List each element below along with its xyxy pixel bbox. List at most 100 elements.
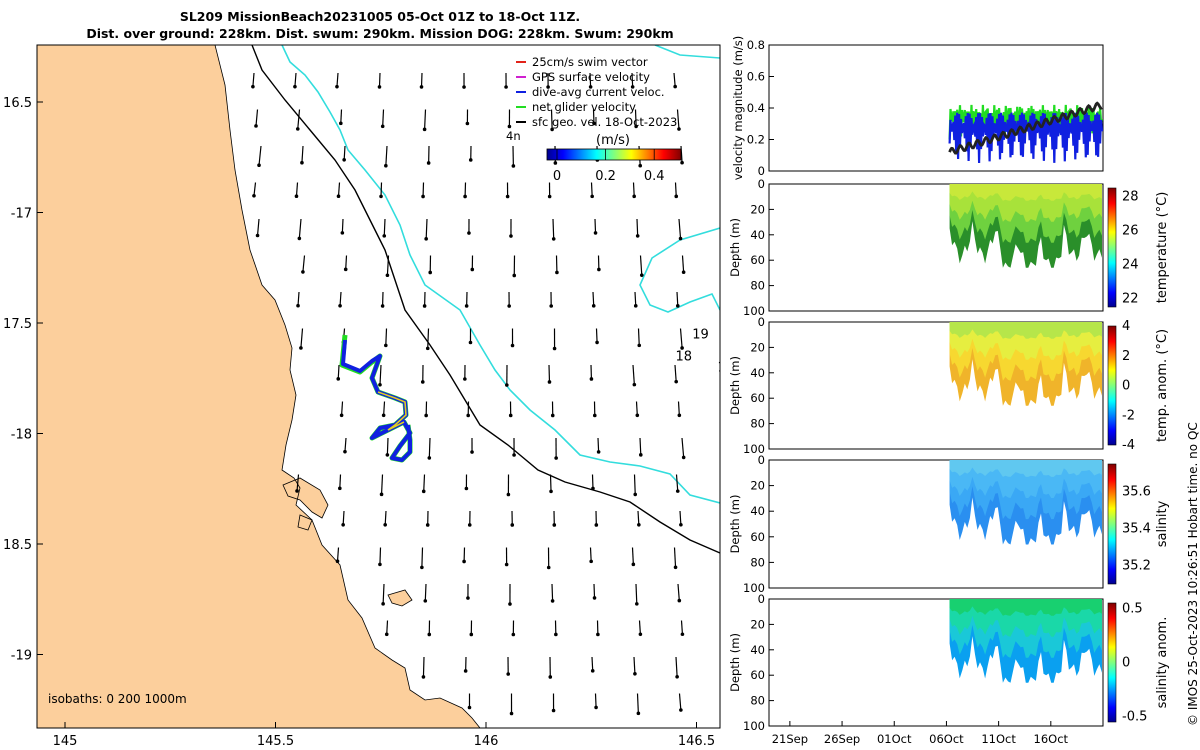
velocity-arrowhead — [510, 523, 515, 527]
velocity-arrowhead — [427, 632, 432, 637]
velocity-arrowhead — [380, 304, 385, 308]
velocity-arrowhead — [673, 84, 677, 89]
colorbar-gradient — [546, 148, 682, 161]
lon-tick-label: 145.5 — [257, 734, 294, 749]
profile-data-layer — [949, 460, 1102, 498]
velocity-arrowhead — [678, 236, 683, 241]
velocity-arrow — [595, 328, 598, 343]
isobath-1000m-offshore — [639, 227, 720, 313]
velocity-arrowhead — [424, 413, 428, 418]
velocity-arrow — [379, 547, 382, 565]
velocity-arrow — [673, 547, 677, 568]
velocity-arrowhead — [546, 565, 551, 570]
velocity-arrowhead — [380, 124, 385, 129]
map-frame — [36, 44, 721, 729]
track-day-label: 18 — [675, 350, 692, 365]
velocity-arrow — [634, 109, 637, 127]
velocity-arrowhead — [550, 127, 554, 132]
velocity-arrow — [428, 437, 431, 458]
velocity-arrowhead — [470, 450, 474, 454]
velocity-arrowhead — [596, 632, 600, 637]
velocity-arrow — [384, 510, 387, 525]
colorbar-tick-label: 24 — [1122, 258, 1139, 273]
velocity-arrowhead — [295, 127, 300, 131]
velocity-arrowhead — [467, 705, 472, 710]
velocity-arrowhead — [343, 267, 348, 272]
velocity-arrowhead — [428, 270, 433, 275]
velocity-arrowhead — [254, 124, 258, 128]
depth-panel-colorbar — [1107, 463, 1117, 585]
legend-item-label: 25cm/s swim vector — [532, 55, 648, 69]
velocity-arrow — [679, 328, 683, 349]
colorbar-quantity-label: salinity — [1155, 500, 1170, 547]
velocity-arrowhead — [299, 346, 303, 350]
velocity-arrowhead — [590, 194, 594, 199]
velocity-arrowhead — [252, 194, 256, 198]
velocity-arrow — [631, 72, 634, 87]
velocity-arrowhead — [511, 164, 516, 168]
track-day-label: 19 — [692, 327, 709, 342]
colorbar-tick-label: -4 — [1122, 438, 1135, 453]
velocity-arrow — [638, 620, 641, 635]
map-colorbar: 0 0.2 0.4 — [546, 148, 682, 184]
land-outline — [214, 45, 481, 728]
island-small-2 — [297, 514, 313, 531]
velocity-arrow — [343, 145, 346, 160]
velocity-arrowhead — [421, 194, 425, 199]
colorbar-tick-label: 0 — [1122, 656, 1130, 671]
colorbar-title: (m/s) — [596, 133, 630, 148]
velocity-arrow — [675, 474, 679, 492]
velocity-arrow — [639, 255, 643, 276]
velocity-arrowhead — [551, 237, 556, 241]
colorbar-tick-label: 0.4 — [644, 169, 665, 184]
velocity-arrowhead — [504, 562, 509, 567]
velocity-arrowhead — [547, 380, 552, 384]
velocity-arrowhead — [379, 492, 384, 497]
velocity-arrow — [422, 656, 425, 677]
velocity-arrowhead — [637, 522, 641, 527]
velocity-arrowhead — [251, 84, 255, 89]
velocity-arrowhead — [423, 599, 428, 603]
velocity-arrowhead — [339, 413, 344, 418]
velocity-arrowhead — [507, 124, 512, 129]
figure-title: SL209 MissionBeach20231005 05-Oct 01Z to… — [0, 8, 760, 42]
velocity-arrowhead — [466, 413, 470, 418]
velocity-arrowhead — [639, 273, 644, 277]
velocity-arrowhead — [508, 413, 513, 418]
velocity-arrowhead — [632, 194, 637, 199]
profile-data-layer — [949, 460, 1102, 477]
velocity-arrow — [297, 109, 301, 129]
velocity-arrowhead — [296, 303, 300, 308]
velocity-arrowhead — [422, 127, 427, 132]
profile-data-layer — [949, 599, 1102, 616]
colorbar-tick-label: 26 — [1122, 224, 1139, 239]
lat-tick-label: -17 — [11, 207, 32, 222]
isobath-1000m — [281, 45, 720, 504]
velocity-arrowhead — [597, 267, 601, 272]
lon-tick-label: 146 — [474, 734, 499, 749]
velocity-arrowhead — [674, 194, 679, 199]
velocity-arrow — [639, 437, 642, 455]
velocity-arrowhead — [680, 160, 684, 165]
velocity-arrow — [423, 109, 427, 130]
legend-item-label: GPS surface velocity — [532, 70, 650, 84]
land-mass — [37, 45, 480, 728]
net-glider-velocity-line — [948, 104, 1104, 140]
colorbar-quantity-label: temperature (°C) — [1155, 192, 1170, 304]
velocity-arrowhead — [592, 413, 597, 418]
title-line-1: SL209 MissionBeach20231005 05-Oct 01Z to… — [179, 9, 581, 24]
velocity-arrowhead — [636, 711, 641, 716]
velocity-arrowhead — [377, 85, 382, 89]
velocity-arrowhead — [591, 486, 595, 491]
velocity-arrow — [593, 583, 596, 598]
velocity-arrow — [594, 218, 597, 233]
velocity-arrowhead — [512, 273, 517, 278]
velocity-arrowhead — [589, 377, 594, 381]
island-small-1 — [387, 589, 413, 607]
velocity-arrowhead — [468, 158, 473, 162]
profile-data-layer — [949, 184, 1102, 222]
profile-data-layer — [949, 322, 1102, 339]
imos-footer-note: © IMOS 25-Oct-2023 10:26:51 Hobart time.… — [1186, 422, 1200, 726]
